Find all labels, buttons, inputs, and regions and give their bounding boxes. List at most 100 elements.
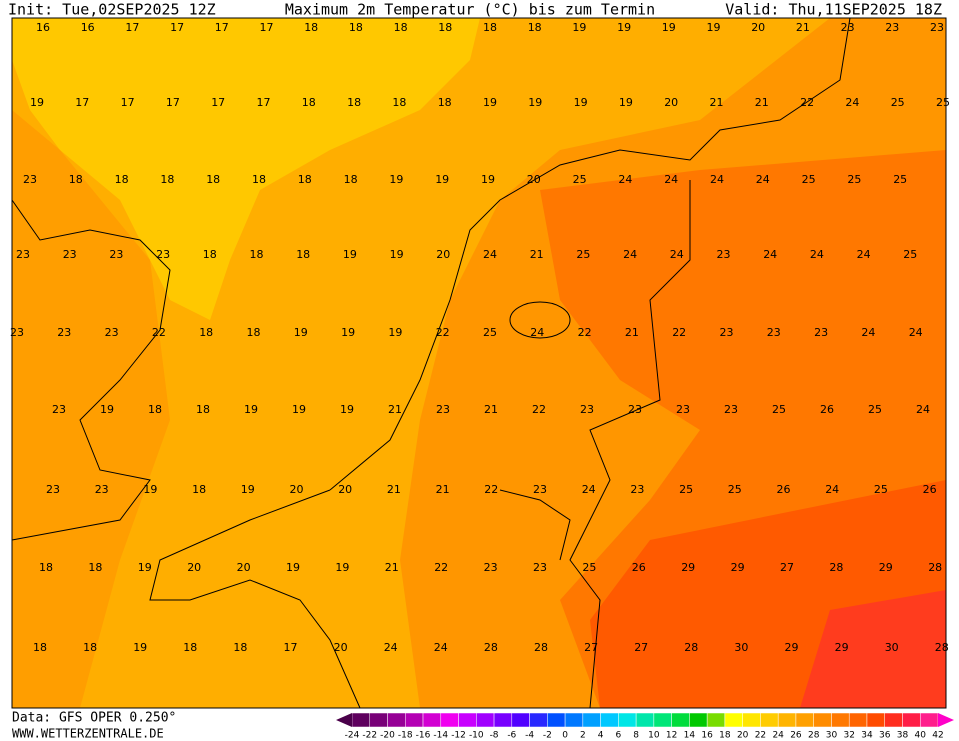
temperature-label: 23 bbox=[724, 403, 738, 416]
temperature-label: 18 bbox=[203, 248, 217, 261]
temperature-label: 18 bbox=[528, 21, 542, 34]
temperature-label: 24 bbox=[530, 326, 544, 339]
temperature-label: 19 bbox=[335, 561, 349, 574]
temperature-label: 24 bbox=[582, 483, 596, 496]
temperature-label: 18 bbox=[347, 96, 361, 109]
temperature-label: 22 bbox=[152, 326, 166, 339]
temperature-label: 23 bbox=[63, 248, 77, 261]
colorbar-label: 32 bbox=[843, 731, 854, 741]
temperature-label: 19 bbox=[619, 96, 633, 109]
temperature-label: 23 bbox=[676, 403, 690, 416]
temperature-label: 25 bbox=[936, 96, 950, 109]
temperature-label: 25 bbox=[903, 248, 917, 261]
colorbar-cell bbox=[405, 712, 424, 728]
temperature-label: 17 bbox=[260, 21, 274, 34]
temperature-label: 18 bbox=[33, 641, 47, 654]
coastline-uk bbox=[12, 199, 171, 541]
colorbar-label: -4 bbox=[525, 731, 534, 741]
temperature-label: 19 bbox=[388, 326, 402, 339]
temperature-label: 18 bbox=[39, 561, 53, 574]
temperature-label: 23 bbox=[814, 326, 828, 339]
temperature-label: 19 bbox=[662, 21, 676, 34]
temperature-label: 24 bbox=[845, 96, 859, 109]
colorbar-label: 16 bbox=[701, 731, 713, 741]
temperature-label: 18 bbox=[160, 173, 174, 186]
colorbar-cell bbox=[884, 712, 903, 728]
temperature-label: 19 bbox=[481, 173, 495, 186]
temperature-label: 23 bbox=[16, 248, 30, 261]
temperature-label: 19 bbox=[389, 173, 403, 186]
field-cool bbox=[12, 18, 480, 320]
temperature-label: 23 bbox=[52, 403, 66, 416]
temperature-label: 24 bbox=[710, 173, 724, 186]
colorbar-cell bbox=[689, 712, 708, 728]
temperature-label: 19 bbox=[138, 561, 152, 574]
temperature-label: 18 bbox=[438, 21, 452, 34]
colorbar-cell bbox=[547, 712, 566, 728]
temperature-label: 23 bbox=[436, 403, 450, 416]
colorbar-label: -18 bbox=[398, 731, 413, 741]
temperature-label: 24 bbox=[909, 326, 923, 339]
temperature-label: 17 bbox=[75, 96, 89, 109]
temperature-label: 25 bbox=[573, 173, 587, 186]
temperature-label: 19 bbox=[435, 173, 449, 186]
temperature-label: 29 bbox=[785, 641, 799, 654]
temperature-label: 20 bbox=[187, 561, 201, 574]
temperature-label: 19 bbox=[617, 21, 631, 34]
temperature-label: 27 bbox=[780, 561, 794, 574]
colorbar-cell bbox=[387, 712, 406, 728]
colorbar-cell bbox=[760, 712, 779, 728]
temperature-label: 26 bbox=[632, 561, 646, 574]
coastline bbox=[329, 18, 851, 491]
colorbar-cell bbox=[653, 712, 672, 728]
site-label: WWW.WETTERZENTRALE.DE bbox=[12, 727, 164, 741]
temperature-label: 20 bbox=[237, 561, 251, 574]
map-frame bbox=[11, 17, 947, 709]
temperature-label: 24 bbox=[670, 248, 684, 261]
colorbar-cell bbox=[351, 712, 371, 728]
temperature-label: 25 bbox=[802, 173, 816, 186]
colorbar-low-arrow bbox=[336, 713, 352, 727]
temperature-label: 23 bbox=[580, 403, 594, 416]
temperature-label: 24 bbox=[483, 248, 497, 261]
temperature-label: 24 bbox=[810, 248, 824, 261]
colorbar-cell bbox=[831, 712, 850, 728]
temperature-label: 19 bbox=[30, 96, 44, 109]
colorbar-label: -22 bbox=[362, 731, 377, 741]
colorbar-cell bbox=[706, 712, 726, 728]
temperature-label: 17 bbox=[211, 96, 225, 109]
temperature-label: 18 bbox=[88, 561, 102, 574]
temperature-label: 24 bbox=[763, 248, 777, 261]
temperature-label: 23 bbox=[57, 326, 71, 339]
temperature-label: 29 bbox=[681, 561, 695, 574]
colorbar-label: 36 bbox=[879, 731, 891, 741]
temperature-label: 20 bbox=[290, 483, 304, 496]
temperature-label: 21 bbox=[436, 483, 450, 496]
colorbar-cell bbox=[777, 712, 797, 728]
colorbar-label: -16 bbox=[416, 731, 431, 741]
colorbar-label: 12 bbox=[666, 731, 677, 741]
temperature-label: 17 bbox=[125, 21, 139, 34]
colorbar-label: 40 bbox=[915, 731, 927, 741]
temperature-label: 23 bbox=[156, 248, 170, 261]
colorbar-label: 20 bbox=[737, 731, 749, 741]
temperature-label: 21 bbox=[530, 248, 544, 261]
temperature-label: 18 bbox=[252, 173, 266, 186]
temperature-label: 19 bbox=[244, 403, 258, 416]
temperature-label: 22 bbox=[800, 96, 814, 109]
temperature-label: 24 bbox=[916, 403, 930, 416]
temperature-label: 20 bbox=[527, 173, 541, 186]
temperature-label: 25 bbox=[483, 326, 497, 339]
border-inner bbox=[499, 489, 571, 561]
temperature-label: 21 bbox=[710, 96, 724, 109]
temperature-label: 21 bbox=[387, 483, 401, 496]
temperature-label: 17 bbox=[166, 96, 180, 109]
temperature-label: 17 bbox=[215, 21, 229, 34]
temperature-label: 18 bbox=[115, 173, 129, 186]
colorbar-label: -10 bbox=[469, 731, 484, 741]
temperature-label: 19 bbox=[292, 403, 306, 416]
colorbar-label: 4 bbox=[598, 731, 604, 741]
colorbar-cell bbox=[919, 712, 939, 728]
temperature-label: 19 bbox=[574, 96, 588, 109]
